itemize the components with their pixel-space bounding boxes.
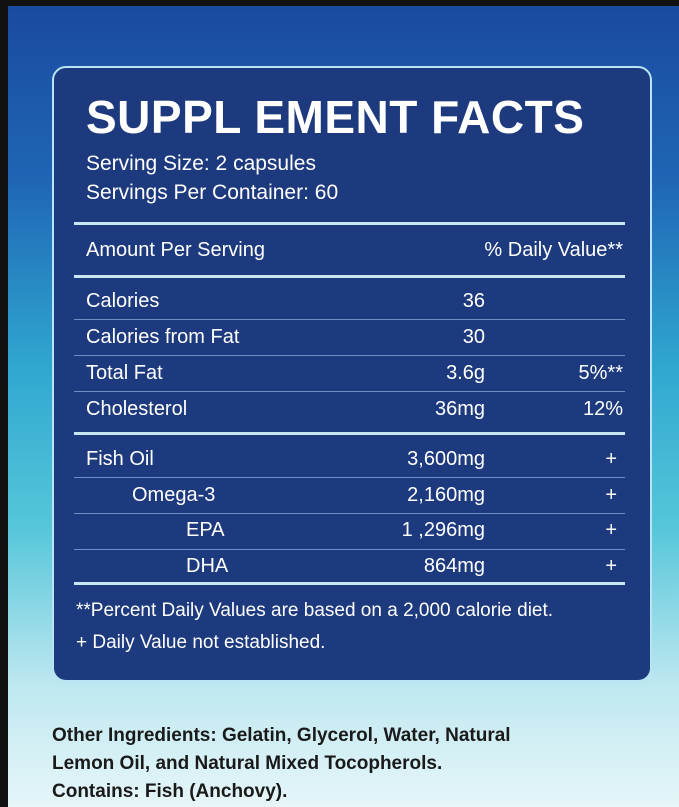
ingredient-dv: +: [605, 555, 617, 577]
divider: [74, 477, 625, 478]
ingredient-name: DHA: [186, 555, 229, 577]
nutrient-dv: 5%**: [578, 362, 623, 384]
other-ingredients-line: Lemon Oil, and Natural Mixed Tocopherols…: [52, 753, 443, 774]
other-ingredients-line: Other Ingredients: Gelatin, Glycerol, Wa…: [52, 725, 511, 746]
dv-header: % Daily Value**: [484, 239, 623, 261]
other-ingredients: Other Ingredients: Gelatin, Glycerol, Wa…: [52, 722, 652, 806]
divider: [74, 432, 625, 435]
ingredient-row: Fish Oil 3,600mg +: [86, 448, 623, 478]
ingredient-dv: +: [605, 484, 617, 506]
divider: [74, 319, 625, 320]
label-background: SUPPL EMENT FACTS Serving Size: 2 capsul…: [8, 6, 679, 807]
divider: [74, 355, 625, 356]
divider: [74, 391, 625, 392]
ingredient-amount: 864mg: [423, 555, 485, 577]
nutrient-amount: 36mg: [434, 398, 485, 420]
footnote: + Daily Value not established.: [76, 632, 326, 653]
nutrient-name: Cholesterol: [86, 398, 188, 420]
amount-header: Amount Per Serving: [86, 239, 265, 261]
servings-per-container: Servings Per Container: 60: [86, 181, 339, 204]
ingredient-row: DHA 864mg +: [86, 555, 623, 585]
ingredient-name: Fish Oil: [86, 448, 154, 470]
ingredient-dv: +: [605, 448, 617, 470]
ingredient-amount: 1 ,296mg: [401, 519, 485, 541]
divider: [74, 513, 625, 514]
divider: [74, 222, 625, 225]
nutrient-row: Calories 36: [86, 290, 623, 320]
ingredient-row: EPA 1 ,296mg +: [86, 519, 623, 549]
nutrient-row: Calories from Fat 30: [86, 326, 623, 356]
nutrient-amount: 3.6g: [446, 362, 485, 384]
serving-size: Serving Size: 2 capsules: [86, 152, 316, 175]
ingredient-name: EPA: [186, 519, 225, 541]
allergen-line: Contains: Fish (Anchovy).: [52, 781, 288, 802]
header-row: Amount Per Serving % Daily Value**: [86, 239, 623, 269]
ingredient-name: Omega-3: [132, 484, 216, 506]
nutrient-name: Total Fat: [86, 362, 163, 384]
panel-title: SUPPL EMENT FACTS: [86, 91, 585, 143]
nutrient-name: Calories: [86, 290, 160, 312]
nutrient-amount: 30: [462, 326, 485, 348]
ingredient-amount: 3,600mg: [407, 448, 485, 470]
footnote: **Percent Daily Values are based on a 2,…: [76, 600, 554, 621]
nutrient-name: Calories from Fat: [86, 326, 240, 348]
ingredient-row: Omega-3 2,160mg +: [86, 484, 623, 514]
divider: [74, 275, 625, 278]
nutrient-row: Cholesterol 36mg 12%: [86, 398, 623, 428]
nutrient-amount: 36: [462, 290, 485, 312]
nutrient-dv: 12%: [582, 398, 623, 420]
supplement-facts-panel: SUPPL EMENT FACTS Serving Size: 2 capsul…: [52, 66, 652, 682]
divider: [74, 549, 625, 550]
ingredient-amount: 2,160mg: [407, 484, 485, 506]
ingredient-dv: +: [605, 519, 617, 541]
nutrient-row: Total Fat 3.6g 5%**: [86, 362, 623, 392]
divider: [74, 582, 625, 585]
